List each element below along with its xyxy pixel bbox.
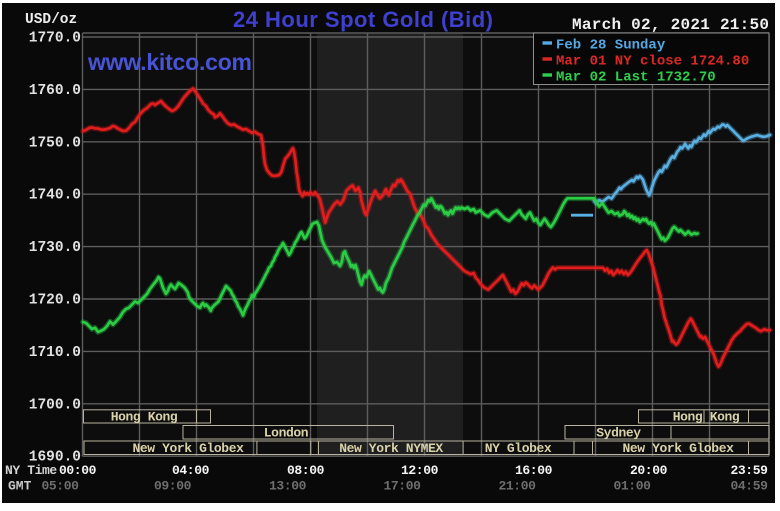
svg-text:NY Globex: NY Globex: [485, 441, 552, 456]
svg-text:New York Globex: New York Globex: [622, 441, 734, 456]
svg-text:www.kitco.com: www.kitco.com: [87, 49, 252, 75]
svg-text:09:00: 09:00: [154, 479, 192, 494]
svg-text:04:59: 04:59: [730, 479, 768, 494]
svg-text:17:00: 17:00: [383, 479, 421, 494]
svg-text:12:00: 12:00: [401, 463, 439, 478]
svg-text:Mar 01 NY close 1724.80: Mar 01 NY close 1724.80: [556, 53, 749, 69]
svg-text:Feb 28 Sunday: Feb 28 Sunday: [556, 37, 666, 53]
svg-text:01:00: 01:00: [613, 479, 651, 494]
svg-text:1720.0: 1720.0: [29, 293, 81, 309]
svg-text:1730.0: 1730.0: [29, 240, 81, 256]
svg-text:00:00: 00:00: [59, 463, 97, 478]
svg-text:05:00: 05:00: [41, 479, 79, 494]
svg-text:1690.0: 1690.0: [29, 450, 81, 466]
svg-text:08:00: 08:00: [287, 463, 325, 478]
svg-text:13:00: 13:00: [269, 479, 307, 494]
svg-text:1710.0: 1710.0: [29, 345, 81, 361]
svg-text:Hong Kong: Hong Kong: [673, 410, 740, 425]
svg-text:Hong Kong: Hong Kong: [111, 410, 178, 425]
svg-text:04:00: 04:00: [172, 463, 210, 478]
svg-text:NY Time: NY Time: [5, 463, 57, 478]
svg-text:1760.0: 1760.0: [29, 83, 81, 99]
svg-text:USD/oz: USD/oz: [25, 12, 77, 28]
svg-text:20:00: 20:00: [630, 463, 668, 478]
svg-text:Sydney: Sydney: [596, 426, 641, 441]
svg-text:New York NYMEX: New York NYMEX: [339, 441, 443, 456]
svg-text:March 02, 2021 21:50: March 02, 2021 21:50: [572, 16, 769, 34]
svg-text:GMT: GMT: [8, 479, 32, 494]
svg-text:16:00: 16:00: [515, 463, 553, 478]
svg-text:1700.0: 1700.0: [29, 397, 81, 413]
svg-text:23:59: 23:59: [730, 463, 768, 478]
svg-text:Mar 02 Last 1732.70: Mar 02 Last 1732.70: [556, 69, 716, 85]
svg-text:21:00: 21:00: [498, 479, 536, 494]
svg-text:London: London: [264, 426, 309, 441]
svg-text:24 Hour Spot Gold (Bid): 24 Hour Spot Gold (Bid): [233, 7, 493, 32]
svg-text:New York Globex: New York Globex: [132, 441, 244, 456]
svg-text:1750.0: 1750.0: [29, 135, 81, 151]
svg-text:1740.0: 1740.0: [29, 188, 81, 204]
svg-text:1770.0: 1770.0: [29, 31, 81, 47]
